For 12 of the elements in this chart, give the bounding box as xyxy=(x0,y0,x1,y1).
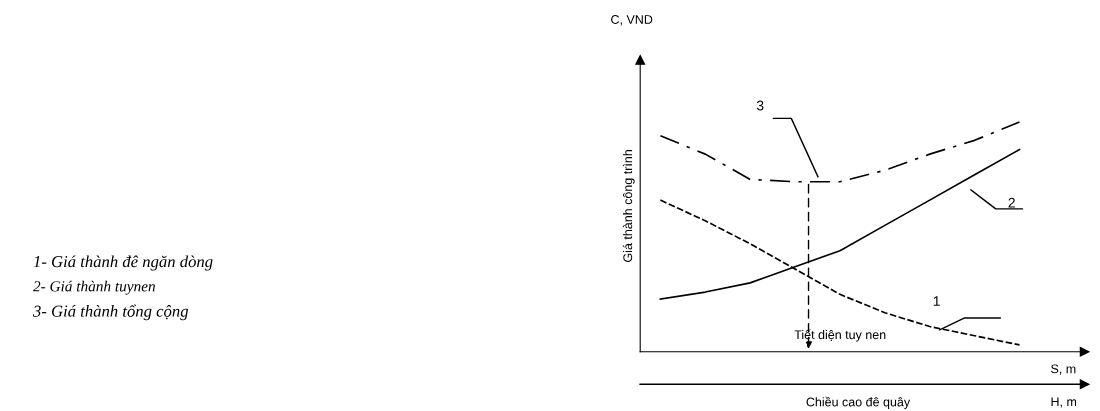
text: S, m xyxy=(1051,364,1076,375)
text: 1- Giá thành đê ngăn dòng xyxy=(33,255,213,271)
series-label: 1 xyxy=(933,296,940,306)
text: 2- Giá thành tuynen xyxy=(33,280,155,295)
text: C, VND xyxy=(611,15,653,26)
text: 2 xyxy=(1008,197,1015,208)
text: Chiều cao đê quây xyxy=(806,396,911,409)
x-axis-title: Tiết diện tuy nen xyxy=(794,329,886,342)
text: 3- Giá thành tổng cộng xyxy=(32,304,189,321)
y-axis-title: Giá thành công trình xyxy=(622,150,635,262)
text: H, m xyxy=(1051,397,1077,408)
text: 3 xyxy=(756,100,764,111)
